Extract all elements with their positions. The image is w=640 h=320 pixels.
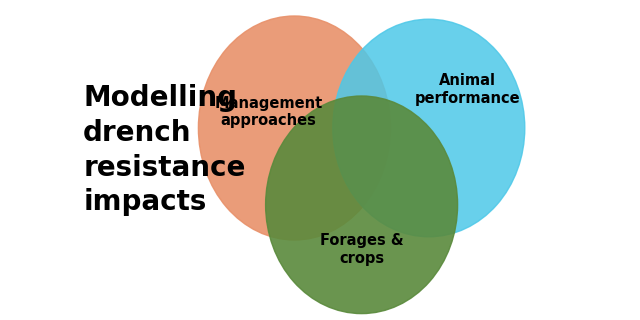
Ellipse shape: [333, 19, 525, 237]
Text: Forages &
crops: Forages & crops: [320, 233, 403, 266]
Ellipse shape: [266, 96, 458, 314]
Text: Modelling
drench
resistance
impacts: Modelling drench resistance impacts: [83, 84, 246, 216]
Ellipse shape: [198, 16, 390, 240]
Text: Animal
performance: Animal performance: [414, 73, 520, 106]
Text: Management
approaches: Management approaches: [214, 96, 323, 128]
